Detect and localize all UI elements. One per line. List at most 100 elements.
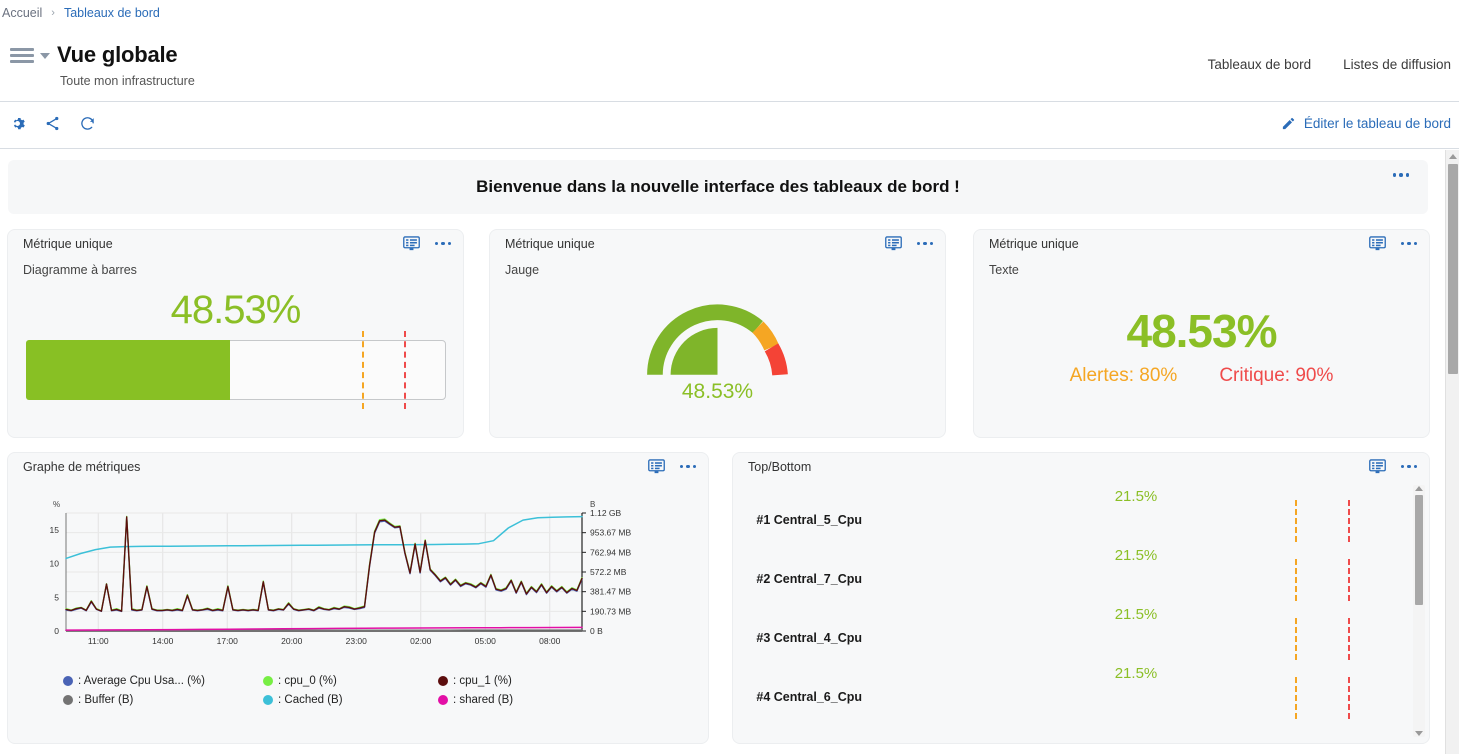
widget-title: Métrique unique (23, 237, 113, 251)
dashboard-content: Bienvenue dans la nouvelle interface des… (0, 150, 1459, 754)
menu-toggle[interactable] (10, 48, 50, 63)
widget-subtitle: Texte (989, 263, 1019, 277)
row-label: #3 Central_4_Cpu (756, 631, 862, 645)
threshold-critical-marker (1348, 500, 1350, 542)
widget-header: Graphe de métriques (8, 453, 708, 481)
bar-metric-value: 48.53% (170, 288, 302, 332)
display-list-icon[interactable] (884, 236, 902, 251)
display-list-icon[interactable] (402, 236, 420, 251)
legend-label: : Cached (B) (278, 694, 343, 706)
hamburger-icon (10, 48, 34, 63)
widget-header: Top/Bottom (733, 453, 1429, 481)
refresh-icon[interactable] (79, 115, 96, 132)
svg-text:%: % (53, 500, 60, 509)
widget-more-icon[interactable] (916, 238, 935, 250)
svg-text:0 B: 0 B (590, 626, 603, 636)
svg-text:02:00: 02:00 (410, 636, 432, 646)
row-value: 21.5% (1114, 547, 1158, 564)
widget-single-metric-text: Métrique unique Texte 48. (974, 230, 1429, 437)
legend-label: : Average Cpu Usa... (%) (78, 675, 205, 687)
nav-listes-de-diffusion[interactable]: Listes de diffusion (1343, 57, 1451, 72)
share-icon[interactable] (44, 115, 61, 132)
widget-actions (402, 236, 453, 251)
widget-title: Top/Bottom (748, 460, 812, 474)
text-metric-thresholds: Alertes: 80% Critique: 90% (974, 365, 1429, 387)
page-subtitle: Toute mon infrastructure (60, 74, 195, 88)
widget-single-metric-bar: Métrique unique Diagramme à barr (8, 230, 463, 437)
svg-text:762.94 MB: 762.94 MB (590, 547, 631, 557)
threshold-critical-label: Critique: 90% (1219, 365, 1334, 386)
widget-single-metric-gauge: Métrique unique Jauge (490, 230, 945, 437)
metric-line-chart: 11:00 14:00 17:00 20:00 23:00 02:00 05:00 08:00… (50, 500, 632, 646)
legend-label: : cpu_1 (%) (453, 675, 512, 687)
display-list-icon[interactable] (1368, 236, 1386, 251)
dashboard-toolbar: Éditer le tableau de bord (0, 103, 1459, 149)
breadcrumb-home[interactable]: Accueil (2, 6, 43, 20)
nav-tableaux-de-bord[interactable]: Tableaux de bord (1207, 57, 1312, 72)
title-block: Vue globale Toute mon infrastructure (57, 42, 195, 88)
threshold-critical-marker (1348, 677, 1350, 719)
page-header: Vue globale Toute mon infrastructure Tab… (0, 30, 1459, 102)
top-bottom-row[interactable]: 21.5% #1 Central_5_Cpu (741, 485, 1409, 544)
svg-text:B: B (590, 500, 595, 509)
row-value: 21.5% (1114, 606, 1158, 623)
scrollbar-thumb[interactable] (1415, 495, 1423, 605)
widget-title: Graphe de métriques (23, 460, 141, 474)
text-metric-value: 48.53% (1126, 305, 1277, 357)
breadcrumb-current[interactable]: Tableaux de bord (63, 6, 160, 20)
legend-label: : Buffer (B) (78, 694, 134, 706)
widget-more-icon[interactable] (1400, 238, 1419, 250)
scroll-down-icon[interactable] (1415, 731, 1423, 736)
widget-subtitle: Jauge (505, 263, 540, 277)
top-bottom-row[interactable]: 21.5% #3 Central_4_Cpu (741, 603, 1409, 662)
pencil-icon (1282, 117, 1295, 130)
display-list-icon[interactable] (1368, 459, 1386, 474)
toolbar-icon-group (9, 115, 96, 132)
threshold-warning-marker (1295, 559, 1297, 601)
row-value: 21.5% (1114, 665, 1158, 682)
header-nav: Tableaux de bord Listes de diffusion (1208, 57, 1451, 72)
widget-title: Métrique unique (989, 237, 1079, 251)
bar-fill (26, 340, 230, 400)
svg-text:20:00: 20:00 (281, 636, 303, 646)
page-title: Vue globale (57, 42, 178, 67)
banner-more-icon[interactable] (1392, 169, 1411, 181)
widget-actions (1368, 236, 1419, 251)
gear-icon[interactable] (9, 115, 26, 132)
legend-item: : Average Cpu Usa... (%) (63, 675, 263, 687)
legend-label: : shared (B) (453, 694, 514, 706)
widget-title: Métrique unique (505, 237, 595, 251)
svg-text:953.67 MB: 953.67 MB (590, 528, 631, 538)
widget-top-bottom: Top/Bottom 21.5% #1 Central_5_Cp (733, 453, 1429, 743)
widget-header: Métrique unique (8, 230, 463, 258)
row-bar (871, 559, 1401, 601)
row-label: #1 Central_5_Cpu (756, 513, 862, 527)
breadcrumb-separator-icon: › (51, 7, 55, 19)
widget-more-icon[interactable] (679, 461, 698, 473)
svg-text:572.2 MB: 572.2 MB (590, 567, 627, 577)
welcome-banner-text: Bienvenue dans la nouvelle interface des… (476, 177, 960, 196)
top-bottom-scrollbar[interactable] (1413, 485, 1425, 737)
widget-more-icon[interactable] (434, 238, 453, 250)
svg-text:381.47 MB: 381.47 MB (590, 587, 631, 597)
widget-header: Métrique unique (974, 230, 1429, 258)
page-scrollbar[interactable] (1445, 150, 1459, 754)
display-list-icon[interactable] (647, 459, 665, 474)
scroll-up-icon[interactable] (1415, 486, 1423, 491)
svg-text:17:00: 17:00 (217, 636, 239, 646)
legend-item: : cpu_0 (%) (263, 675, 438, 687)
chart-legend: : Average Cpu Usa... (%) : cpu_0 (%) : c… (63, 675, 693, 706)
top-bottom-row[interactable]: 21.5% #4 Central_6_Cpu (741, 662, 1409, 721)
svg-text:11:00: 11:00 (88, 636, 109, 646)
scrollbar-thumb[interactable] (1448, 164, 1458, 374)
top-bottom-row[interactable]: 21.5% #2 Central_7_Cpu (741, 544, 1409, 603)
legend-item: : cpu_1 (%) (438, 675, 693, 687)
edit-dashboard-button[interactable]: Éditer le tableau de bord (1281, 116, 1451, 131)
widget-more-icon[interactable] (1400, 461, 1419, 473)
scroll-up-icon[interactable] (1449, 154, 1457, 159)
gauge-chart (490, 292, 945, 382)
legend-item: : Buffer (B) (63, 694, 263, 706)
widget-actions (884, 236, 935, 251)
threshold-warning-marker (362, 331, 364, 409)
